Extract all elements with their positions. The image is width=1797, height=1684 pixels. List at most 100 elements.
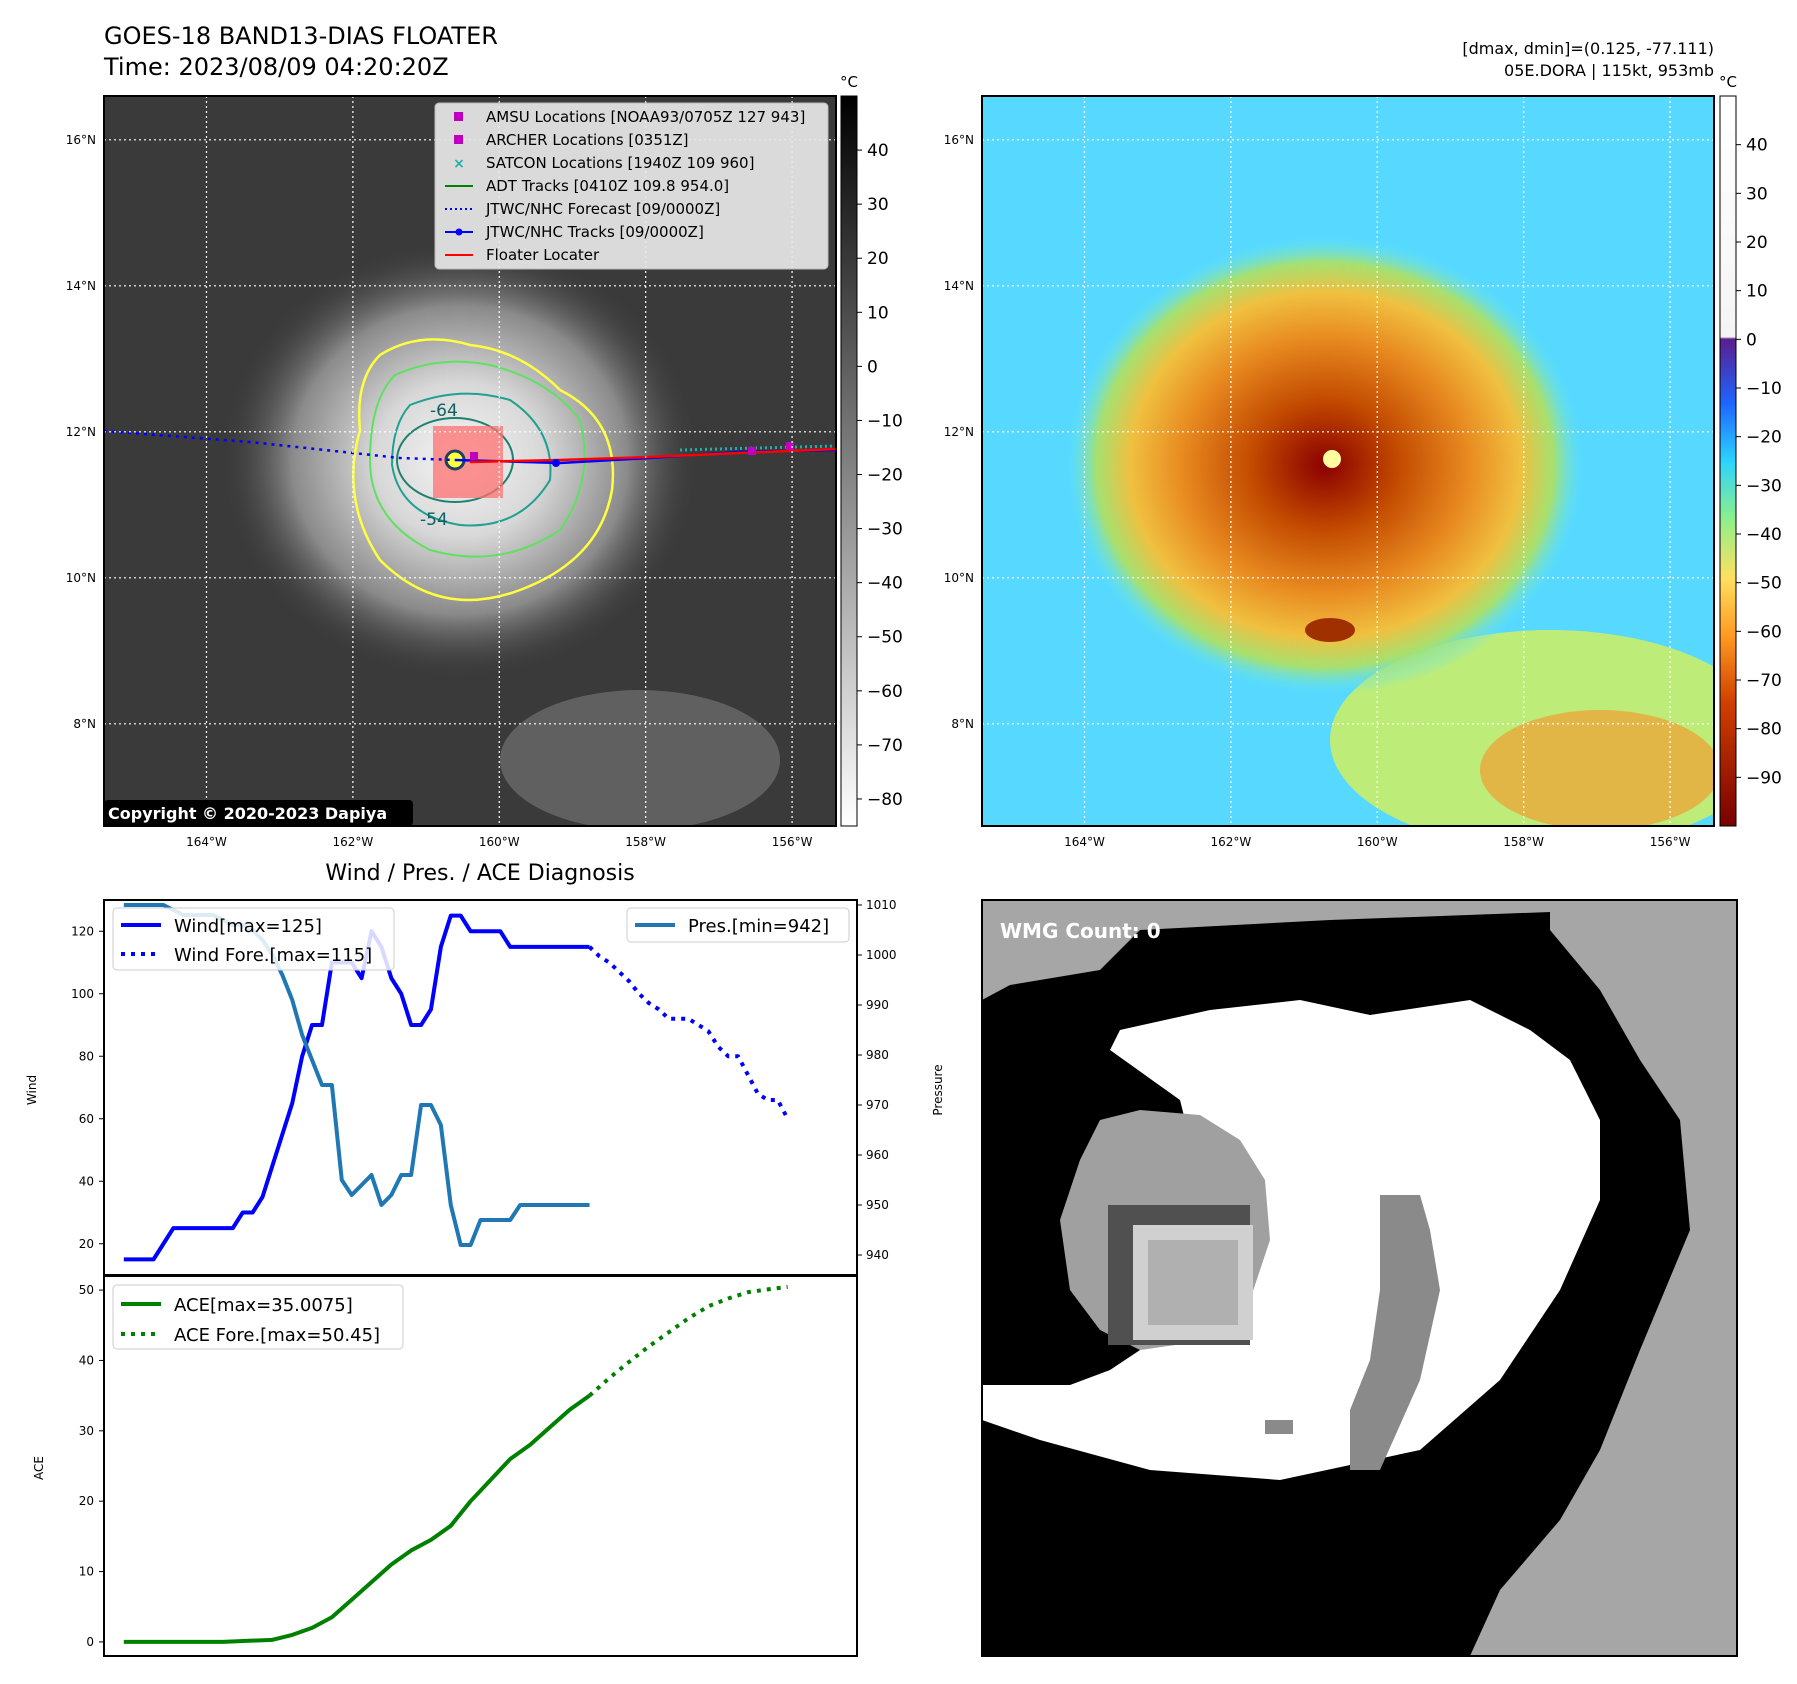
ace-ytick-label: 20 xyxy=(79,1494,94,1508)
wind-ytick-label: 20 xyxy=(79,1237,94,1251)
colorbar-tick-label: −20 xyxy=(1746,428,1782,448)
legend-x-marker: × xyxy=(453,156,465,172)
ace-ytick-label: 30 xyxy=(79,1424,94,1438)
ir-map-panel: -64 -54 164°W 162°W 160°W 158°W 156°W 16°N 14°… xyxy=(66,73,903,849)
colorbar-tick-label: 10 xyxy=(867,303,889,323)
wind-legend-box xyxy=(112,907,395,971)
legend-square-marker xyxy=(454,135,463,144)
ace-ytick-label: 50 xyxy=(79,1283,94,1297)
pressure-ytick-label: 970 xyxy=(866,1098,889,1112)
wmg-panel: WMG Count: 0 xyxy=(981,899,1738,1657)
pressure-ytick-label: 960 xyxy=(866,1148,889,1162)
ir-colorbar-unit: °C xyxy=(840,73,858,91)
colorbar-tick-label: 0 xyxy=(1746,330,1757,350)
lon-tick-label: 162°W xyxy=(332,835,373,849)
legend-label: JTWC/NHC Tracks [09/0000Z] xyxy=(485,223,704,241)
colorbar-tick-label: −60 xyxy=(867,682,903,702)
colorbar-tick-label: 20 xyxy=(1746,233,1768,253)
colorbar-tick-label: 40 xyxy=(1746,136,1768,156)
colorbar-tick-label: −60 xyxy=(1746,622,1782,642)
ace-forecast-line xyxy=(588,1284,788,1398)
wmg-frame xyxy=(981,899,1738,1657)
colorbar-tick-label: −30 xyxy=(867,520,903,540)
satcon-track xyxy=(679,444,836,452)
wind-chart: 20 40 60 80 100 120 940 950 960 970 980 990 1000 1010… xyxy=(25,898,945,1276)
wind-axis-label: Wind xyxy=(25,1075,39,1105)
lon-tick-label: 160°W xyxy=(479,835,520,849)
pressure-axis-label: Pressure xyxy=(931,1064,945,1115)
floater-track xyxy=(469,447,836,464)
lat-tick-label: 10°N xyxy=(66,571,96,585)
forecast-track xyxy=(104,429,456,462)
color-colorbar-unit: °C xyxy=(1719,73,1737,91)
ace-legend-box xyxy=(112,1284,404,1350)
legend-label: JTWC/NHC Forecast [09/0000Z] xyxy=(485,200,720,218)
lat-tick-label: 10°N xyxy=(944,571,974,585)
wind-ytick-label: 120 xyxy=(71,924,94,938)
wind-ytick-label: 80 xyxy=(79,1049,94,1063)
archer-marker xyxy=(748,447,756,455)
ace-chart: 0 10 20 30 40 50 ACE ACE[max=35.0075] ACE For… xyxy=(32,1275,858,1657)
lon-tick-label: 156°W xyxy=(1650,835,1691,849)
ir-map-frame xyxy=(103,95,837,827)
lat-tick-label: 14°N xyxy=(66,279,96,293)
colorbar-tick-label: −40 xyxy=(867,574,903,594)
wmg-gray-patch xyxy=(1350,1195,1440,1470)
wmg-gray-square xyxy=(1265,1420,1293,1434)
colorbar-tick-label: 0 xyxy=(867,357,878,377)
pressure-ytick-label: 1000 xyxy=(866,948,897,962)
legend-label: Floater Locater xyxy=(486,246,600,264)
wmg-count-label: WMG Count: 0 xyxy=(1000,919,1161,943)
contour-yellow xyxy=(352,338,615,602)
colorbar-tick-label: 30 xyxy=(867,195,889,215)
pressure-legend-box xyxy=(626,907,850,943)
ir-colorbar xyxy=(840,95,858,827)
ace-series-layer: 0 10 20 30 40 50 xyxy=(79,1283,788,1649)
colorbar-tick-label: 30 xyxy=(1746,184,1768,204)
track-point xyxy=(552,459,560,467)
color-colorbar-ticks: 40 30 20 10 0 −10 −20 −30 −40 −50 −60 −70 −80 −90 xyxy=(1736,136,1782,788)
lon-tick-label: 162°W xyxy=(1210,835,1251,849)
ace-fore-legend-label: ACE Fore.[max=50.45] xyxy=(174,1325,380,1346)
contour-teal xyxy=(390,392,552,527)
lat-tick-label: 12°N xyxy=(66,425,96,439)
color-map-frame xyxy=(981,95,1715,827)
wmg-white-ring xyxy=(982,1000,1600,1480)
colorbar-tick-label: −90 xyxy=(1746,768,1782,788)
wind-forecast-line xyxy=(588,945,790,1120)
colorbar-tick-label: −70 xyxy=(1746,671,1782,691)
legend-label: SATCON Locations [1940Z 109 960] xyxy=(486,154,754,172)
contour-green xyxy=(368,360,586,558)
ace-legend-label: ACE[max=35.0075] xyxy=(174,1295,353,1316)
lon-tick-label: 158°W xyxy=(625,835,666,849)
ace-axis-label: ACE xyxy=(32,1456,46,1480)
colorbar-tick-label: 40 xyxy=(867,141,889,161)
contour-label-64: -64 xyxy=(430,401,458,421)
color-eye xyxy=(1323,450,1341,468)
pressure-ytick-label: 990 xyxy=(866,998,889,1012)
legend-dot-marker xyxy=(455,228,463,236)
wind-fore-legend-label: Wind Fore.[max=115] xyxy=(174,945,372,966)
ace-legend: ACE[max=35.0075] ACE Fore.[max=50.45] xyxy=(112,1284,404,1350)
ace-ytick-label: 10 xyxy=(79,1565,94,1579)
ace-ytick-label: 40 xyxy=(79,1353,94,1367)
ir-legend: AMSU Locations [NOAA93/0705Z 127 943] ARC… xyxy=(434,102,829,270)
color-band-core xyxy=(1480,710,1714,826)
wmg-eye xyxy=(1148,1240,1238,1325)
pressure-legend-label: Pres.[min=942] xyxy=(688,916,829,937)
lon-tick-label: 158°W xyxy=(1503,835,1544,849)
legend-box xyxy=(434,102,829,270)
archer-marker-2 xyxy=(786,442,794,450)
color-cloud-mass xyxy=(1065,235,1585,695)
wind-legend-label: Wind[max=125] xyxy=(174,916,322,937)
legend-label: ARCHER Locations [0351Z] xyxy=(486,131,689,149)
amsu-marker xyxy=(470,452,478,460)
lat-tick-label: 16°N xyxy=(944,133,974,147)
legend-label: ADT Tracks [0410Z 109.8 954.0] xyxy=(486,177,729,195)
colorbar-tick-label: 10 xyxy=(1746,282,1768,302)
colorbar-tick-label: −10 xyxy=(867,411,903,431)
colorbar-tick-label: 20 xyxy=(867,249,889,269)
lat-tick-label: 12°N xyxy=(944,425,974,439)
colorbar-tick-label: −50 xyxy=(1746,574,1782,594)
colorbar-tick-label: −40 xyxy=(1746,525,1782,545)
